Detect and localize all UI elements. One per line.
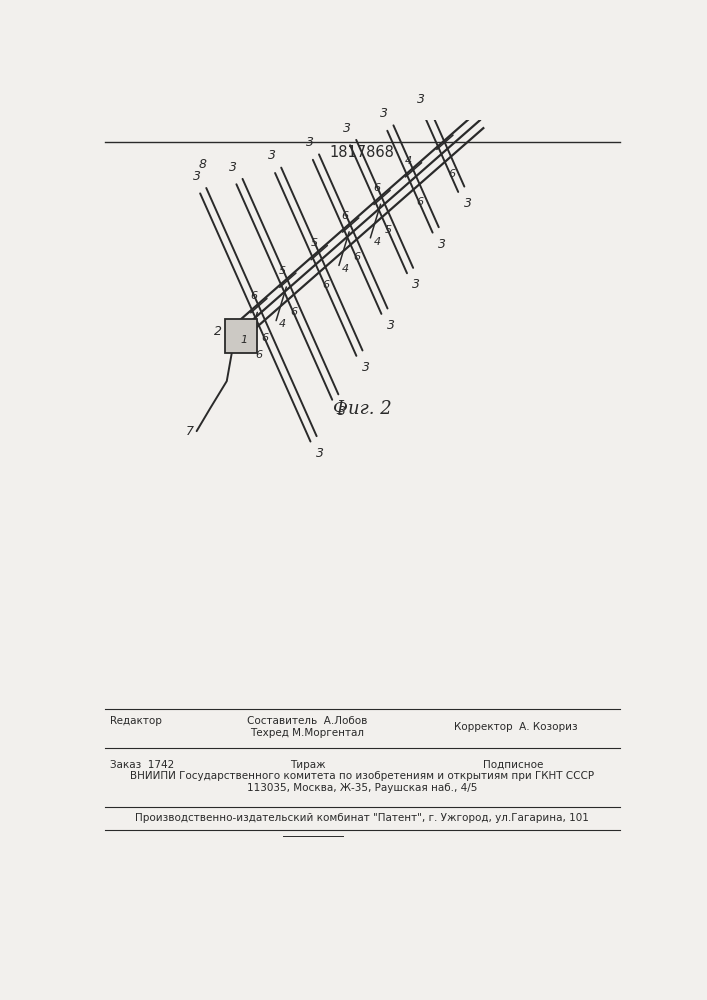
Text: 3: 3 bbox=[193, 170, 201, 183]
Text: 3: 3 bbox=[417, 93, 425, 106]
FancyBboxPatch shape bbox=[225, 319, 257, 353]
Text: 3: 3 bbox=[316, 447, 324, 460]
Text: 3: 3 bbox=[387, 319, 395, 332]
Text: 6: 6 bbox=[341, 211, 349, 221]
Text: 3: 3 bbox=[305, 136, 313, 149]
Text: 8: 8 bbox=[199, 158, 206, 171]
Text: 3: 3 bbox=[412, 278, 421, 291]
Text: 6: 6 bbox=[354, 252, 361, 262]
Text: Подписное: Подписное bbox=[483, 760, 543, 770]
Text: Корректор  А. Козориз: Корректор А. Козориз bbox=[454, 722, 578, 732]
Text: 6: 6 bbox=[262, 333, 269, 343]
Text: 4: 4 bbox=[250, 345, 257, 355]
Text: 5: 5 bbox=[310, 238, 317, 248]
Text: 6: 6 bbox=[291, 307, 298, 317]
Text: Техред М.Моргентал: Техред М.Моргентал bbox=[250, 728, 365, 738]
Text: 3: 3 bbox=[268, 149, 276, 162]
Text: 3: 3 bbox=[338, 405, 346, 418]
Text: 4: 4 bbox=[373, 237, 380, 247]
Text: 6: 6 bbox=[250, 291, 257, 301]
Text: Reдактор: Reдактор bbox=[110, 716, 162, 726]
Text: Фиг. 2: Фиг. 2 bbox=[333, 400, 392, 418]
Text: 6: 6 bbox=[256, 350, 263, 360]
Text: 3: 3 bbox=[464, 197, 472, 210]
Text: 6: 6 bbox=[322, 280, 329, 290]
Text: 3: 3 bbox=[380, 107, 388, 120]
Text: Тираж: Тираж bbox=[290, 760, 325, 770]
Text: 6: 6 bbox=[416, 197, 423, 207]
Text: Составитель  А.Лобов: Составитель А.Лобов bbox=[247, 716, 368, 726]
Text: 6: 6 bbox=[448, 169, 455, 179]
Text: 6: 6 bbox=[373, 183, 380, 193]
Text: 4: 4 bbox=[279, 319, 286, 329]
Text: 113035, Москва, Ж-35, Раушская наб., 4/5: 113035, Москва, Ж-35, Раушская наб., 4/5 bbox=[247, 783, 477, 793]
Text: 1: 1 bbox=[240, 335, 247, 345]
Text: 5: 5 bbox=[279, 266, 286, 276]
Text: 3: 3 bbox=[438, 238, 446, 251]
Text: ВНИИПИ Государственного комитета по изобретениям и открытиям при ГКНТ СССР: ВНИИПИ Государственного комитета по изоб… bbox=[130, 771, 595, 781]
Text: 7: 7 bbox=[186, 425, 194, 438]
Text: 3: 3 bbox=[229, 161, 237, 174]
Text: 3: 3 bbox=[362, 361, 370, 374]
Text: 2: 2 bbox=[214, 325, 222, 338]
Text: 4: 4 bbox=[342, 264, 349, 274]
Text: 4: 4 bbox=[404, 156, 411, 166]
Text: Производственно-издательский комбинат "Патент", г. Ужгород, ул.Гагарина, 101: Производственно-издательский комбинат "П… bbox=[136, 813, 589, 823]
Text: 5: 5 bbox=[385, 225, 392, 235]
Text: Заказ  1742: Заказ 1742 bbox=[110, 760, 175, 770]
Text: 3: 3 bbox=[343, 122, 351, 135]
Text: 1817868: 1817868 bbox=[330, 145, 395, 160]
